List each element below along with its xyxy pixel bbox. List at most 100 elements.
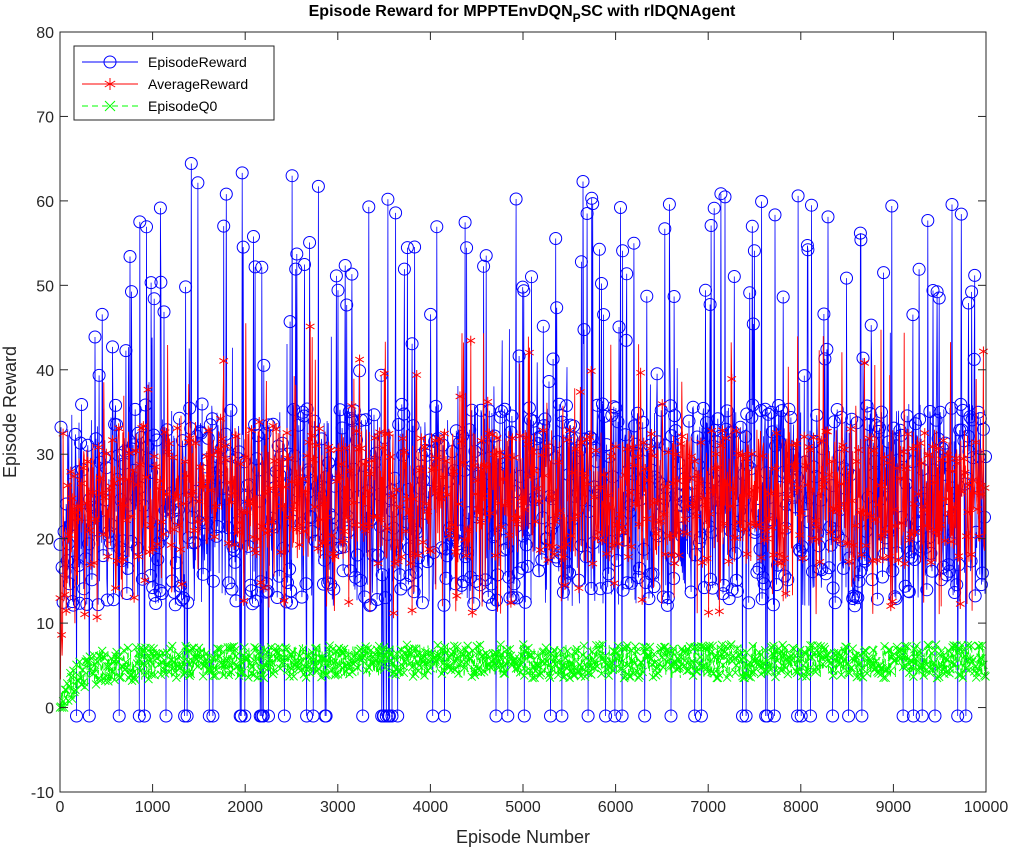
average-reward-point	[229, 539, 240, 550]
episode-reward-point	[585, 191, 599, 205]
episode-reward-point	[611, 415, 625, 429]
average-reward-point	[100, 492, 110, 503]
episode-reward-point	[392, 418, 406, 431]
episode-reward-point	[609, 401, 623, 415]
episode-reward-point	[581, 709, 595, 723]
average-reward-point	[148, 544, 158, 555]
episode-reward-point	[153, 201, 167, 215]
average-reward-point	[89, 557, 99, 568]
episode-reward-point	[536, 319, 550, 333]
episode-reward-point	[299, 577, 313, 591]
episode-reward-point	[975, 566, 989, 580]
episode-reward-point	[933, 405, 947, 419]
average-reward-point	[223, 538, 233, 549]
average-reward-point	[321, 537, 331, 548]
average-reward-point	[460, 534, 470, 545]
average-reward-point	[56, 629, 67, 640]
average-reward-point	[277, 501, 287, 512]
episode-reward-point	[730, 584, 744, 598]
episode-reward-point	[170, 512, 184, 526]
episode-reward-point	[515, 561, 529, 575]
average-reward-point	[387, 491, 397, 502]
average-reward-point	[131, 445, 141, 456]
episode-reward-point	[147, 292, 161, 306]
episode-reward-point	[92, 368, 106, 382]
average-reward-point	[183, 437, 193, 448]
episode-reward-point	[800, 239, 814, 252]
episode-reward-point	[235, 166, 249, 180]
episode-reward-point	[971, 405, 985, 419]
episode-reward-point	[311, 179, 325, 193]
episode-reward-point	[157, 305, 171, 319]
average-reward-point	[165, 438, 175, 449]
episode-reward-point	[860, 399, 874, 413]
average-reward-point	[242, 507, 252, 518]
average-reward-point	[324, 441, 334, 452]
average-reward-point	[282, 427, 292, 438]
average-reward-point	[478, 491, 488, 502]
episode-reward-point	[298, 258, 311, 271]
average-reward-point	[276, 547, 286, 558]
average-reward-point	[124, 448, 135, 459]
episode-reward-point	[550, 301, 564, 315]
average-reward-point	[509, 452, 519, 463]
episode-reward-point	[694, 709, 708, 723]
episode-reward-point	[594, 582, 607, 596]
average-reward-point	[489, 449, 499, 460]
episode-reward-point	[119, 344, 133, 358]
average-reward-point	[532, 483, 542, 494]
episode-reward-point	[920, 583, 934, 597]
episode-reward-point	[876, 570, 889, 584]
average-reward-point	[325, 445, 335, 456]
average-reward-point	[291, 524, 301, 535]
x-tick-label: 10000	[964, 799, 1009, 816]
episode-reward-point	[797, 369, 811, 383]
episode-reward-point	[965, 285, 979, 299]
y-tick-label: 0	[45, 701, 54, 718]
average-reward-point	[239, 595, 249, 606]
average-reward-point	[175, 544, 185, 555]
average-reward-point	[293, 478, 303, 489]
average-reward-point	[473, 504, 484, 515]
average-reward-point	[121, 515, 131, 526]
episode-reward-point	[912, 262, 926, 276]
episode-reward-point	[270, 591, 284, 604]
average-reward-point	[472, 475, 482, 486]
episode-reward-point	[234, 709, 248, 723]
average-reward-point	[134, 551, 144, 562]
y-tick-label: 30	[36, 447, 54, 464]
x-axis-label: Episode Number	[456, 827, 590, 847]
average-reward-point	[245, 498, 255, 509]
average-reward-point	[367, 455, 377, 466]
episode-reward-point	[704, 572, 718, 586]
episode-reward-point	[801, 243, 815, 257]
average-reward-point	[426, 546, 436, 557]
average-reward-point	[251, 548, 261, 559]
episode-reward-point	[854, 233, 868, 247]
episode-reward-point	[745, 219, 759, 233]
average-reward-point	[211, 501, 221, 512]
average-reward-point	[123, 474, 133, 485]
average-reward-point	[529, 465, 539, 476]
episode-reward-point	[394, 582, 408, 596]
episode-reward-point	[824, 538, 838, 552]
average-reward-point	[84, 525, 94, 536]
episode-reward-point	[110, 418, 124, 432]
episode-reward-point	[338, 259, 352, 272]
episode-reward-point	[66, 598, 80, 612]
average-reward-point	[209, 531, 219, 542]
episode-reward-point	[853, 565, 867, 579]
episode-reward-point	[616, 583, 630, 597]
average-reward-point	[253, 534, 263, 545]
episode-reward-point	[344, 412, 358, 426]
episode-reward-point	[873, 421, 886, 435]
episode-reward-point	[817, 307, 831, 321]
episode-reward-point	[968, 589, 982, 603]
average-reward-point	[438, 472, 448, 483]
average-reward-point	[308, 454, 318, 465]
episode-reward-point	[597, 308, 611, 322]
episode-reward-point	[714, 187, 728, 201]
average-reward-point	[520, 504, 530, 515]
episode-reward-point	[89, 432, 103, 446]
episode-reward-point	[956, 403, 970, 417]
